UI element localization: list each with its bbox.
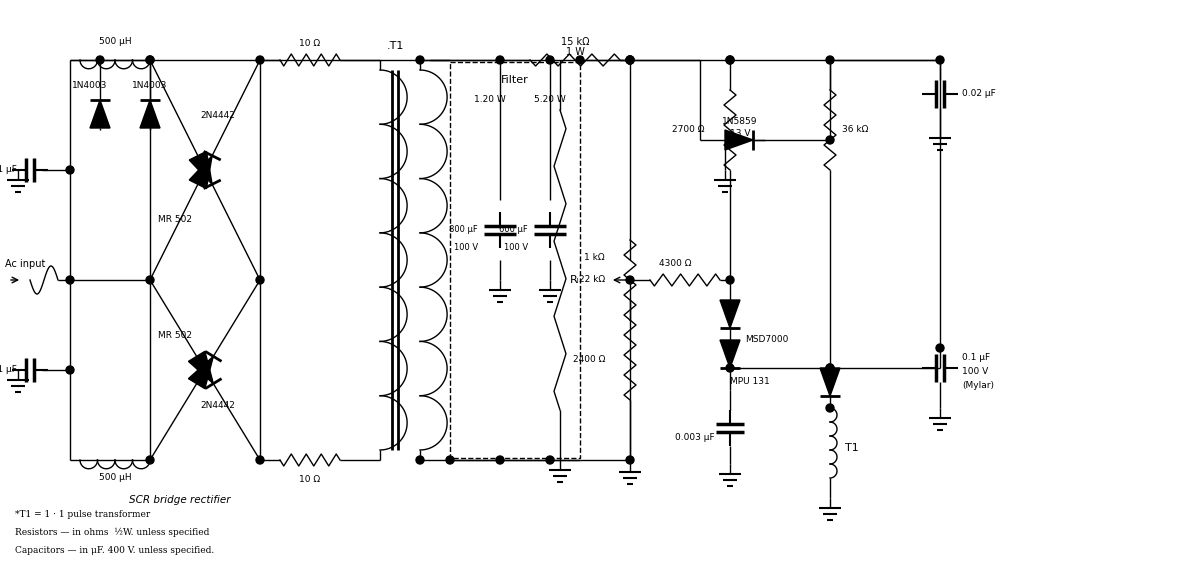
Text: 500 μH: 500 μH xyxy=(98,474,131,482)
Text: 1 kΩ: 1 kΩ xyxy=(584,253,605,262)
Polygon shape xyxy=(725,130,754,150)
Text: .T1: .T1 xyxy=(386,41,403,51)
Text: Resistors — in ohms  ½W. unless specified: Resistors — in ohms ½W. unless specified xyxy=(14,528,209,537)
Text: 4300 Ω: 4300 Ω xyxy=(659,259,691,268)
Text: 22 kΩ: 22 kΩ xyxy=(578,275,605,284)
Text: 36 kΩ: 36 kΩ xyxy=(842,126,869,134)
Text: 2N4442: 2N4442 xyxy=(200,400,235,409)
Circle shape xyxy=(66,166,74,174)
Text: 1N4003: 1N4003 xyxy=(132,82,168,90)
Text: 800 μF: 800 μF xyxy=(449,226,478,235)
Circle shape xyxy=(96,56,104,64)
Text: 100 V: 100 V xyxy=(504,244,528,253)
Text: 100 V: 100 V xyxy=(454,244,478,253)
Text: MSD7000: MSD7000 xyxy=(745,336,788,345)
Circle shape xyxy=(256,56,264,64)
Circle shape xyxy=(626,456,634,464)
Polygon shape xyxy=(188,356,214,389)
Text: 2N4442: 2N4442 xyxy=(200,111,235,120)
Circle shape xyxy=(826,364,834,372)
Text: SCR bridge rectifier: SCR bridge rectifier xyxy=(130,495,230,505)
Polygon shape xyxy=(190,156,212,188)
Circle shape xyxy=(256,456,264,464)
Circle shape xyxy=(626,56,634,64)
Circle shape xyxy=(146,56,154,64)
Circle shape xyxy=(826,404,834,412)
Circle shape xyxy=(66,276,74,284)
Text: (Mylar): (Mylar) xyxy=(962,381,994,390)
Text: MR 502: MR 502 xyxy=(158,215,192,224)
Text: 2400 Ω: 2400 Ω xyxy=(572,355,605,364)
Text: 0.02 μF: 0.02 μF xyxy=(962,90,996,99)
Circle shape xyxy=(146,456,154,464)
Text: 1.20 W: 1.20 W xyxy=(474,95,506,104)
Circle shape xyxy=(546,456,554,464)
Polygon shape xyxy=(720,340,740,368)
Circle shape xyxy=(826,136,834,144)
Circle shape xyxy=(826,364,834,372)
Text: MR 502: MR 502 xyxy=(158,331,192,340)
Text: 1N4003: 1N4003 xyxy=(72,82,108,90)
Circle shape xyxy=(826,56,834,64)
Text: Capacitors — in μF. 400 V. unless specified.: Capacitors — in μF. 400 V. unless specif… xyxy=(14,546,215,555)
Text: *T1 = 1 · 1 pulse transformer: *T1 = 1 · 1 pulse transformer xyxy=(14,510,150,519)
Text: 10 Ω: 10 Ω xyxy=(300,39,320,49)
Text: 15 kΩ: 15 kΩ xyxy=(560,37,589,47)
Polygon shape xyxy=(820,368,840,396)
Polygon shape xyxy=(190,151,212,184)
Circle shape xyxy=(496,456,504,464)
Text: 600 μF: 600 μF xyxy=(499,226,528,235)
Polygon shape xyxy=(90,100,110,128)
Text: 13 V: 13 V xyxy=(730,130,750,139)
Text: 1 W: 1 W xyxy=(565,47,584,57)
Circle shape xyxy=(936,344,944,352)
Circle shape xyxy=(626,276,634,284)
Circle shape xyxy=(146,276,154,284)
Circle shape xyxy=(726,364,734,372)
Text: T1: T1 xyxy=(845,443,859,453)
Text: 0.003 μF: 0.003 μF xyxy=(676,434,715,443)
Circle shape xyxy=(726,276,734,284)
Circle shape xyxy=(936,56,944,64)
Circle shape xyxy=(146,56,154,64)
Text: MPU 131: MPU 131 xyxy=(731,377,770,386)
Circle shape xyxy=(626,56,634,64)
Circle shape xyxy=(256,276,264,284)
Text: 0.01 μF: 0.01 μF xyxy=(0,165,17,174)
Text: 0.01 μF: 0.01 μF xyxy=(0,365,17,374)
Circle shape xyxy=(496,56,504,64)
Circle shape xyxy=(576,56,584,64)
Text: 10 Ω: 10 Ω xyxy=(300,475,320,484)
Circle shape xyxy=(726,56,734,64)
Polygon shape xyxy=(188,351,214,384)
Text: 100 V: 100 V xyxy=(962,368,989,377)
Text: Filter: Filter xyxy=(502,75,529,85)
Text: 2700 Ω: 2700 Ω xyxy=(672,126,706,134)
Polygon shape xyxy=(720,300,740,328)
Circle shape xyxy=(546,56,554,64)
Circle shape xyxy=(416,456,424,464)
Text: Ac input: Ac input xyxy=(5,259,46,269)
Circle shape xyxy=(66,366,74,374)
Circle shape xyxy=(626,56,634,64)
Circle shape xyxy=(726,56,734,64)
Text: 5.20 W: 5.20 W xyxy=(534,95,566,104)
Text: 500 μH: 500 μH xyxy=(98,37,131,46)
Text: Rₗ: Rₗ xyxy=(570,275,580,285)
Text: 0.1 μF: 0.1 μF xyxy=(962,354,990,363)
Circle shape xyxy=(416,56,424,64)
Text: 1N5859: 1N5859 xyxy=(722,117,757,126)
Polygon shape xyxy=(140,100,160,128)
Circle shape xyxy=(446,456,454,464)
